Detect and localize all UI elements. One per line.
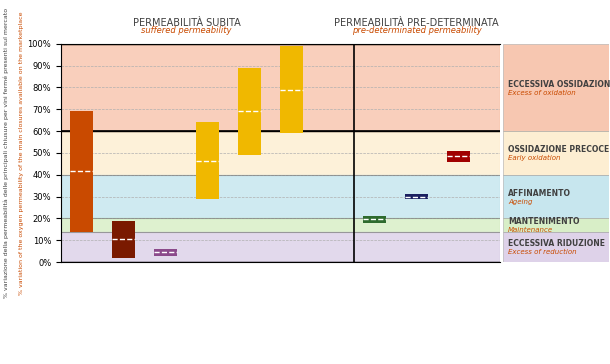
Bar: [503, 218, 609, 232]
Bar: [61, 175, 500, 218]
Text: % variation of the oxygen permeability of the main closures available on the mar: % variation of the oxygen permeability o…: [19, 11, 24, 294]
Bar: [154, 249, 177, 256]
Bar: [112, 221, 135, 258]
Bar: [61, 131, 500, 175]
Bar: [503, 131, 609, 175]
Bar: [61, 44, 500, 131]
Text: pre-determinated permeability: pre-determinated permeability: [352, 26, 481, 35]
Bar: [363, 216, 386, 223]
Bar: [503, 232, 609, 262]
Bar: [279, 46, 303, 133]
Text: Excess of reduction: Excess of reduction: [508, 249, 576, 255]
Bar: [61, 232, 500, 262]
Text: Ageing: Ageing: [508, 199, 533, 205]
Text: ECCESSIVA RIDUZIONE: ECCESSIVA RIDUZIONE: [508, 239, 605, 248]
Text: suffered permeability: suffered permeability: [142, 26, 232, 35]
Bar: [196, 122, 219, 199]
Text: MANTENIMENTO: MANTENIMENTO: [508, 217, 580, 226]
Bar: [70, 111, 93, 232]
Text: Early oxidation: Early oxidation: [508, 155, 561, 161]
Bar: [503, 44, 609, 131]
Text: Excess of oxidation: Excess of oxidation: [508, 90, 576, 96]
Text: PERMEABILITÀ PRE-DETERMINATA: PERMEABILITÀ PRE-DETERMINATA: [334, 19, 499, 28]
Text: OSSIDAZIONE PRECOCE: OSSIDAZIONE PRECOCE: [508, 145, 609, 154]
Bar: [238, 68, 260, 155]
Bar: [447, 151, 470, 162]
Bar: [503, 175, 609, 218]
Text: PERMEABILITÀ SUBITA: PERMEABILITÀ SUBITA: [132, 19, 240, 28]
Bar: [61, 218, 500, 232]
Text: ECCESSIVA OSSIDAZIONE: ECCESSIVA OSSIDAZIONE: [508, 80, 610, 88]
Text: Maintenance: Maintenance: [508, 228, 553, 233]
Text: AFFINAMENTO: AFFINAMENTO: [508, 189, 571, 198]
Bar: [405, 194, 428, 199]
Text: % variazione della permeabilità delle principali chiusure per vini fermé present: % variazione della permeabilità delle pr…: [3, 8, 9, 298]
